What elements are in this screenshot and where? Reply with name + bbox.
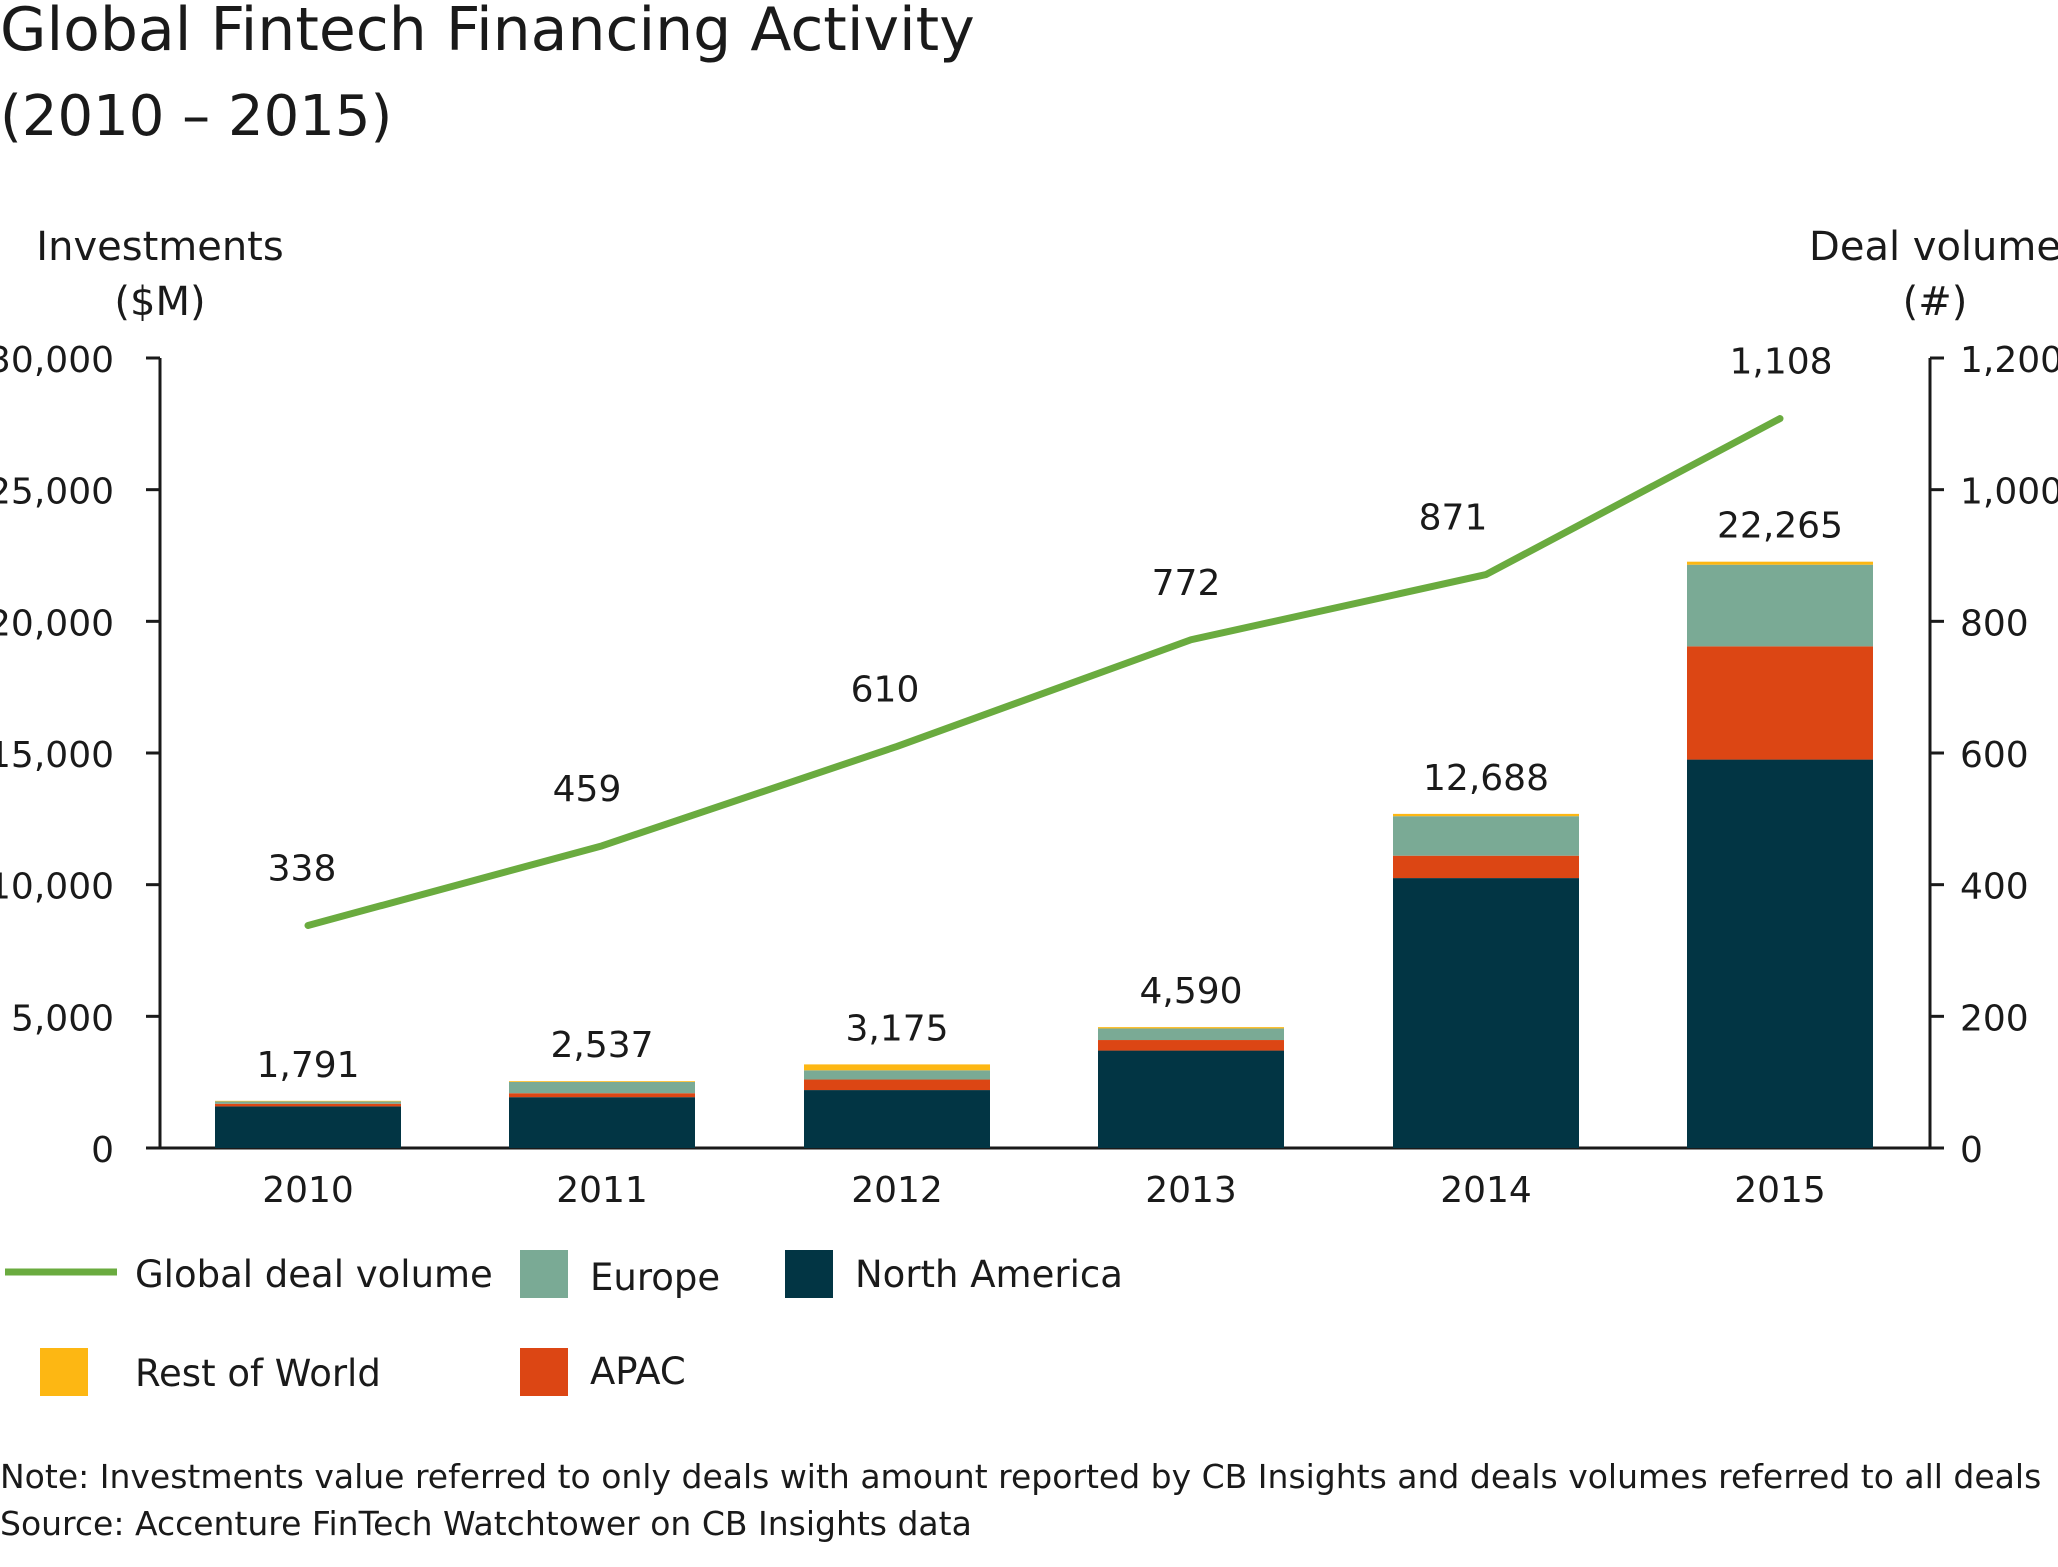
deal-volume-label: 610 bbox=[851, 669, 920, 710]
bar-total-label: 22,265 bbox=[1717, 506, 1843, 547]
legend-swatch bbox=[40, 1348, 88, 1396]
bar-europe-2015 bbox=[1687, 564, 1873, 647]
left-tick-label: 15,000 bbox=[0, 735, 114, 776]
deal-volume-point bbox=[896, 745, 898, 748]
x-tick-label: 2014 bbox=[1440, 1170, 1532, 1211]
bar-north-america-2010 bbox=[215, 1106, 401, 1148]
deal-volume-label: 871 bbox=[1419, 498, 1488, 539]
deal-volume-point bbox=[307, 924, 309, 927]
deal-volume-point bbox=[601, 844, 603, 847]
bar-north-america-2012 bbox=[804, 1090, 990, 1148]
right-tick-label: 1,200 bbox=[1960, 340, 2058, 381]
legend-swatch bbox=[785, 1250, 833, 1298]
bar-apac-2011 bbox=[509, 1093, 695, 1098]
deal-volume-line bbox=[304, 415, 1784, 929]
category-labels: 2010 2011 2012 2013 2014 2015 bbox=[262, 1170, 1826, 1211]
left-axis-title: Investments bbox=[36, 224, 283, 270]
bar-europe-2011 bbox=[509, 1081, 695, 1094]
footer-source: Source: Accenture FinTech Watchtower on … bbox=[0, 1504, 972, 1543]
chart-subtitle: (2010 – 2015) bbox=[0, 84, 392, 149]
bar-north-america-2014 bbox=[1393, 878, 1579, 1148]
bar-rest-of-world-2010 bbox=[215, 1100, 401, 1102]
legend-label: Rest of World bbox=[135, 1352, 381, 1395]
legend-swatch bbox=[520, 1250, 568, 1298]
deal-volume-label: 459 bbox=[553, 769, 622, 810]
bar-total-label: 12,688 bbox=[1423, 758, 1549, 799]
bar-total-label: 3,175 bbox=[845, 1008, 948, 1049]
bar-apac-2014 bbox=[1393, 855, 1579, 879]
left-tick-label: 30,000 bbox=[0, 340, 114, 381]
x-tick-label: 2010 bbox=[262, 1170, 354, 1211]
bar-north-america-2011 bbox=[509, 1097, 695, 1148]
x-tick-label: 2015 bbox=[1734, 1170, 1826, 1211]
left-axis-unit: ($M) bbox=[114, 279, 205, 325]
bar-rest-of-world-2013 bbox=[1098, 1027, 1284, 1029]
deal-volume-point bbox=[1485, 573, 1487, 576]
bar-group: 1,791 2,537 3,175 4,590 12,688 22,265 bbox=[215, 506, 1873, 1148]
legend: Global deal volume Europe North America Res… bbox=[5, 1250, 1123, 1396]
bar-europe-2013 bbox=[1098, 1028, 1284, 1041]
legend-label: APAC bbox=[590, 1350, 686, 1393]
right-tick-label: 0 bbox=[1960, 1130, 1983, 1171]
deal-volume-point bbox=[1190, 638, 1192, 641]
deal-volume-label: 338 bbox=[268, 848, 337, 889]
x-tick-label: 2012 bbox=[851, 1170, 943, 1211]
left-tick-label: 5,000 bbox=[11, 998, 114, 1039]
bar-north-america-2013 bbox=[1098, 1050, 1284, 1148]
bar-rest-of-world-2012 bbox=[804, 1064, 990, 1071]
right-tick-label: 600 bbox=[1960, 735, 2029, 776]
bar-apac-2013 bbox=[1098, 1040, 1284, 1051]
right-tick-label: 1,000 bbox=[1960, 472, 2058, 513]
right-axis: 0 200 400 600 800 1,000 1,200 bbox=[1928, 340, 2058, 1171]
right-tick-label: 800 bbox=[1960, 603, 2029, 644]
bar-total-label: 4,590 bbox=[1139, 971, 1242, 1012]
right-tick-label: 400 bbox=[1960, 867, 2029, 908]
bar-rest-of-world-2014 bbox=[1393, 813, 1579, 817]
bar-apac-2012 bbox=[804, 1079, 990, 1091]
legend-swatch bbox=[520, 1348, 568, 1396]
bar-rest-of-world-2011 bbox=[509, 1081, 695, 1082]
deal-volume-label: 1,108 bbox=[1729, 342, 1832, 383]
left-tick-label: 20,000 bbox=[0, 603, 114, 644]
left-axis: 0 5,000 10,000 15,000 20,000 25,000 30,000 bbox=[0, 340, 1930, 1171]
x-tick-label: 2013 bbox=[1145, 1170, 1237, 1211]
legend-label: North America bbox=[855, 1253, 1123, 1296]
deal-volume-line-layer: 338 459 610 772 871 1,108 bbox=[268, 342, 1833, 929]
left-tick-label: 10,000 bbox=[0, 867, 114, 908]
legend-label: Global deal volume bbox=[135, 1253, 493, 1296]
right-axis-unit: (#) bbox=[1903, 279, 1968, 325]
bar-total-label: 2,537 bbox=[550, 1025, 653, 1066]
footer-note: Note: Investments value referred to only… bbox=[0, 1457, 2041, 1496]
deal-volume-point bbox=[1779, 417, 1781, 420]
bar-apac-2015 bbox=[1687, 646, 1873, 760]
legend-label: Europe bbox=[590, 1256, 720, 1299]
right-axis-title: Deal volume bbox=[1809, 224, 2058, 270]
right-tick-label: 200 bbox=[1960, 998, 2029, 1039]
deal-volume-label: 772 bbox=[1152, 563, 1221, 604]
bar-europe-2010 bbox=[215, 1101, 401, 1104]
bar-total-label: 1,791 bbox=[256, 1045, 359, 1086]
bar-europe-2012 bbox=[804, 1070, 990, 1080]
chart-title: Global Fintech Financing Activity bbox=[0, 0, 975, 65]
left-tick-label: 25,000 bbox=[0, 472, 114, 513]
bar-apac-2010 bbox=[215, 1103, 401, 1107]
bar-rest-of-world-2015 bbox=[1687, 561, 1873, 565]
bar-europe-2014 bbox=[1393, 816, 1579, 856]
x-tick-label: 2011 bbox=[556, 1170, 648, 1211]
bar-north-america-2015 bbox=[1687, 759, 1873, 1148]
left-tick-label: 0 bbox=[91, 1130, 114, 1171]
